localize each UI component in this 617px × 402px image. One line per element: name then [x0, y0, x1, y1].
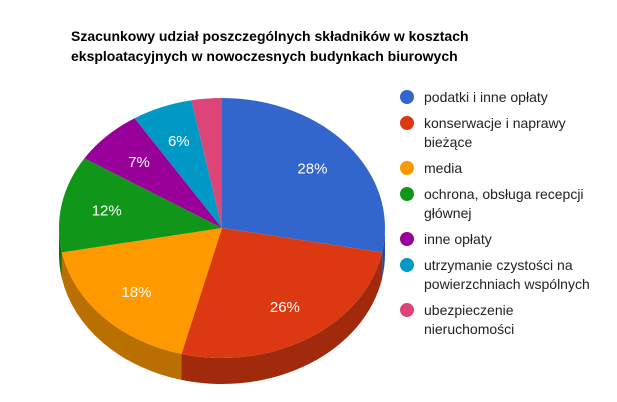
legend-swatch-icon — [400, 232, 414, 246]
legend-item-label: inne opłaty — [424, 231, 492, 247]
legend-item: podatki i inne opłaty — [400, 88, 605, 107]
legend-item-label: konserwacje i naprawy bieżące — [424, 115, 566, 150]
pie-slice-side — [382, 228, 385, 279]
pie-slice — [84, 118, 223, 228]
pie-slice-side — [181, 252, 383, 384]
chart-title: Szacunkowy udział poszczególnych składni… — [71, 26, 531, 66]
pie-slice — [181, 228, 383, 358]
legend-item-label: podatki i inne opłaty — [424, 89, 548, 105]
legend-swatch-icon — [400, 116, 414, 130]
legend-item: inne opłaty — [400, 230, 605, 249]
legend-item-label: ubezpieczenie nieruchomości — [424, 302, 515, 337]
chart-title-line-2: eksploatacyjnych w nowoczesnych budynkac… — [71, 48, 458, 64]
pie-slice-percent-label: 7% — [128, 154, 150, 171]
legend-swatch-icon — [400, 187, 414, 201]
pie-slice — [61, 228, 222, 354]
legend-swatch-icon — [400, 258, 414, 272]
legend-item-label: media — [424, 160, 463, 176]
legend-swatch-icon — [400, 90, 414, 104]
legend-item-label: utrzymanie czystości na powierzchniach w… — [424, 257, 590, 292]
legend-swatch-icon — [400, 303, 414, 317]
pie-slice-percent-label: 6% — [168, 133, 190, 150]
legend-item: konserwacje i naprawy bieżące — [400, 114, 605, 152]
pie-slice-percent-label: 12% — [92, 202, 122, 219]
legend: podatki i inne opłaty konserwacje i napra… — [400, 88, 605, 346]
chart-title-line-1: Szacunkowy udział poszczególnych składni… — [71, 28, 469, 44]
legend-item: utrzymanie czystości na powierzchniach w… — [400, 256, 605, 294]
legend-item-label: ochrona, obsługa recepcji głównej — [424, 186, 584, 221]
pie-slice-side — [61, 252, 182, 380]
pie-slice-side — [59, 228, 62, 279]
legend-item: ubezpieczenie nieruchomości — [400, 301, 605, 339]
pie-slice-percent-label: 26% — [270, 299, 300, 316]
legend-item: media — [400, 159, 605, 178]
legend-swatch-icon — [400, 161, 414, 175]
pie-slice-percent-label: 18% — [121, 284, 151, 301]
pie-slice — [191, 98, 222, 228]
pie-slice — [59, 158, 223, 253]
pie-slice — [222, 98, 385, 253]
pie-slice-percent-label: 28% — [297, 160, 327, 177]
legend-item: ochrona, obsługa recepcji głównej — [400, 185, 605, 223]
pie-slice — [134, 100, 222, 228]
